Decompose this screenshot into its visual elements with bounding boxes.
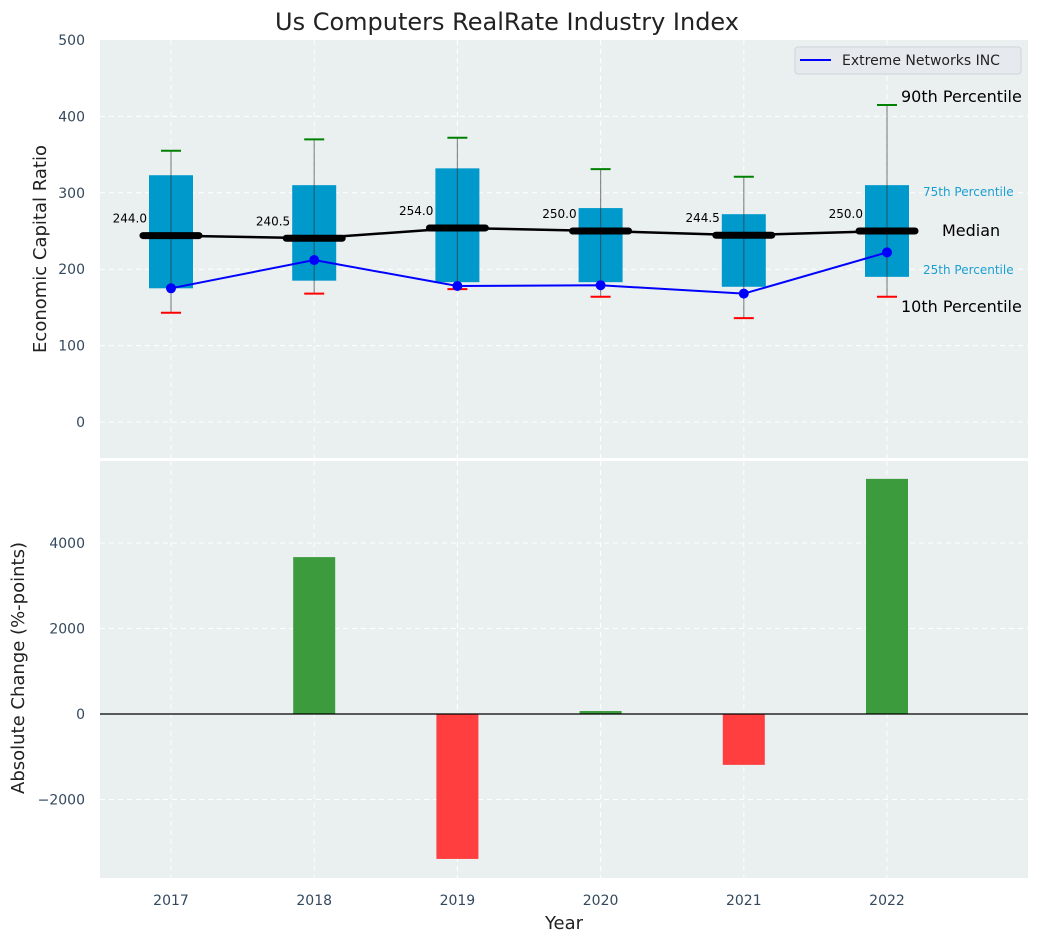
company-point: [452, 281, 463, 292]
legend-box: [794, 46, 1022, 75]
box-2021: [721, 175, 766, 320]
company-point: [882, 247, 892, 258]
top-y-tick-label: 200: [58, 262, 85, 278]
company-series: [166, 247, 892, 299]
top-y-tick-label: 0: [76, 415, 85, 431]
bottom-y-tick-label: −2000: [38, 793, 85, 809]
annotation-p25: 25th Percentile: [923, 263, 1014, 277]
median-value-label: 250.0: [829, 207, 863, 221]
bottom-y-tick-label: 4000: [49, 536, 85, 552]
annotation-p10: 10th Percentile: [901, 297, 1022, 316]
median-line: 244.0 240.5 254.0 250.0 244.5 250.0: [113, 204, 919, 242]
median-value-label: 250.0: [542, 207, 576, 221]
bars: [293, 478, 908, 859]
legend: Extreme Networks INC: [794, 46, 1022, 75]
percentile-annotations: 90th Percentile 75th Percentile Median 2…: [901, 87, 1022, 316]
company-point: [595, 280, 606, 291]
company-point: [166, 283, 176, 294]
annotation-median: Median: [942, 221, 1000, 240]
change-bar-2019: [436, 714, 479, 859]
change-bar-2018: [293, 557, 336, 714]
change-bar-2020: [579, 711, 622, 714]
x-axis-label: Year: [544, 913, 584, 934]
top-y-tick-label: 300: [58, 186, 85, 202]
change-bar-2022: [866, 478, 908, 714]
legend-label: Extreme Networks INC: [842, 53, 1000, 69]
top-y-tick-label: 400: [58, 109, 85, 125]
top-y-ticks: 0 100 200 300 400 500: [58, 33, 85, 431]
box-2017: [149, 149, 193, 314]
median-value-label: 254.0: [399, 204, 433, 218]
company-point: [738, 288, 749, 299]
x-tick-label: 2017: [153, 893, 189, 909]
top-y-tick-label: 100: [58, 339, 85, 355]
median-value-label: 240.5: [256, 214, 290, 228]
bottom-y-tick-label: 2000: [49, 622, 85, 638]
x-tick-label: 2021: [726, 893, 762, 909]
chart-title: Us Computers RealRate Industry Index: [275, 8, 739, 36]
x-ticks: 2017 2018 2019 2020 2021 2022: [153, 893, 905, 909]
x-tick-label: 2022: [869, 893, 905, 909]
x-tick-label: 2019: [440, 893, 476, 909]
bottom-y-tick-label: 0: [76, 707, 85, 723]
median-value-label: 244.5: [685, 211, 719, 225]
x-tick-label: 2020: [583, 893, 619, 909]
median-value-label: 244.0: [113, 212, 147, 226]
annotation-p90: 90th Percentile: [901, 87, 1022, 106]
change-bar-2021: [722, 714, 765, 765]
bottom-y-ticks: −2000 0 2000 4000: [38, 536, 85, 809]
company-point: [309, 255, 320, 266]
box-2020: [578, 168, 623, 298]
company-line: [170, 251, 888, 295]
bottom-y-axis-label: Absolute Change (%-points): [8, 542, 29, 794]
top-y-tick-label: 500: [58, 33, 85, 49]
top-y-axis-label: Economic Capital Ratio: [30, 145, 51, 353]
x-tick-label: 2018: [296, 893, 332, 909]
annotation-p75: 75th Percentile: [923, 185, 1014, 199]
